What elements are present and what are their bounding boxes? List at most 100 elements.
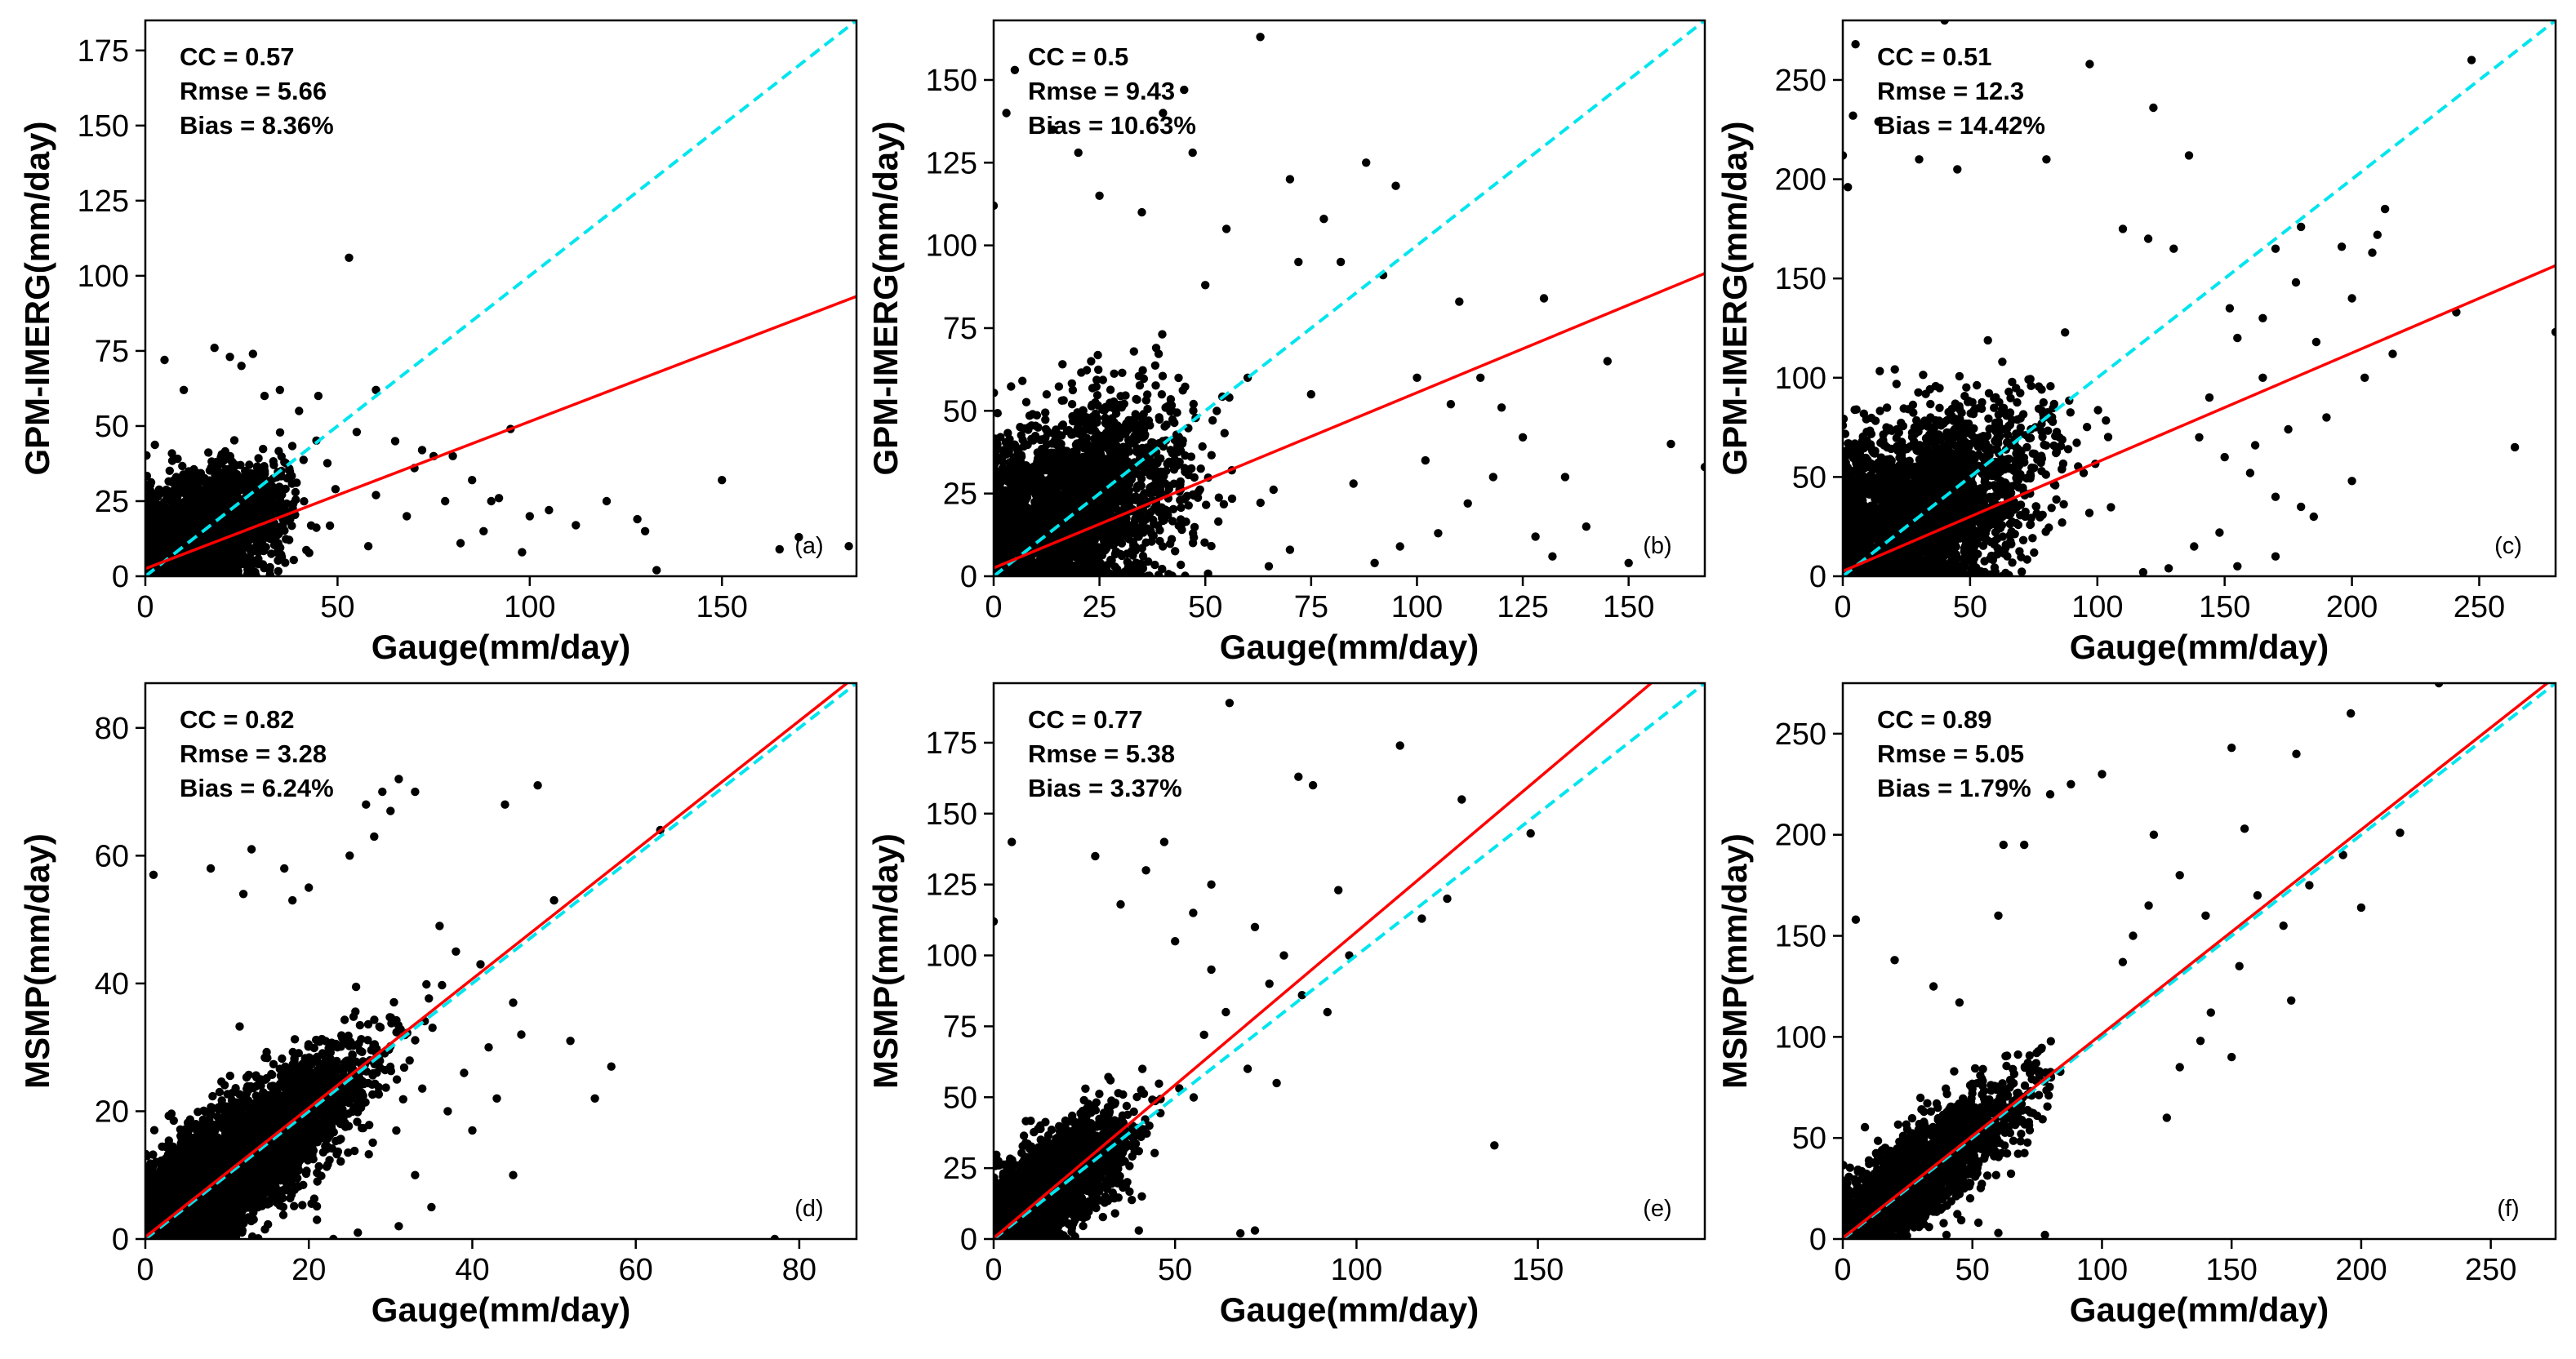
scatter-point bbox=[291, 487, 300, 497]
scatter-point bbox=[1067, 379, 1077, 388]
plot-frame bbox=[144, 19, 858, 578]
scatter-point bbox=[1003, 429, 1012, 437]
scatter-point bbox=[225, 571, 234, 576]
scatter-point bbox=[271, 485, 280, 494]
scatter-point bbox=[173, 571, 183, 576]
scatter-point bbox=[1098, 375, 1108, 384]
x-axis-label: Gauge(mm/day) bbox=[371, 628, 630, 666]
scatter-point bbox=[286, 514, 295, 524]
scatter-point bbox=[247, 556, 256, 565]
scatter-point bbox=[525, 512, 534, 521]
scatter-point bbox=[258, 560, 268, 569]
scatter-point bbox=[479, 526, 488, 535]
scatter-point bbox=[1145, 510, 1154, 519]
scatter-point bbox=[260, 462, 269, 471]
scatter-point bbox=[269, 460, 278, 469]
y-tick-label: 25 bbox=[95, 485, 129, 519]
scatter-point bbox=[238, 557, 247, 566]
scatter-point bbox=[225, 491, 234, 500]
scatter-point bbox=[291, 495, 300, 504]
scatter-point bbox=[205, 571, 214, 576]
scatter-point bbox=[1001, 437, 1011, 447]
scatter-point bbox=[200, 498, 209, 507]
scatter-point bbox=[1175, 457, 1184, 467]
scatter-point bbox=[1007, 382, 1016, 391]
scatter-point bbox=[167, 495, 176, 504]
identity-line bbox=[145, 20, 856, 576]
scatter-point bbox=[1168, 517, 1177, 526]
scatter-point bbox=[1155, 526, 1164, 535]
scatter-point bbox=[162, 523, 171, 533]
scatter-point bbox=[191, 512, 200, 521]
point-cluster bbox=[994, 330, 1279, 576]
scatter-point bbox=[259, 546, 269, 556]
scatter-point bbox=[145, 471, 152, 481]
scatter-point bbox=[1092, 391, 1102, 400]
scatter-point bbox=[210, 493, 219, 502]
scatter-point bbox=[208, 504, 217, 513]
scatter-point bbox=[1021, 397, 1031, 406]
scatter-point bbox=[390, 437, 400, 446]
scatter-point bbox=[236, 460, 245, 469]
scatter-point bbox=[191, 496, 201, 505]
scatter-point bbox=[203, 553, 212, 562]
scatter-point bbox=[274, 446, 283, 455]
scatter-point bbox=[178, 461, 187, 471]
stat-annotation: Bias = 8.36% bbox=[180, 111, 334, 140]
scatter-point bbox=[185, 524, 194, 533]
scatter-point bbox=[234, 535, 243, 544]
scatter-point bbox=[197, 552, 206, 561]
scatter-point bbox=[1138, 552, 1148, 561]
scatter-point bbox=[1041, 408, 1050, 417]
scatter-point bbox=[285, 535, 294, 544]
scatter-point bbox=[1092, 375, 1101, 384]
scatter-point bbox=[214, 562, 223, 571]
scatter-point bbox=[237, 362, 246, 371]
scatter-point bbox=[205, 466, 215, 475]
scatter-point bbox=[371, 491, 380, 500]
scatter-point bbox=[1172, 408, 1181, 417]
scatter-point bbox=[275, 385, 284, 394]
x-tick-label: 0 bbox=[136, 590, 153, 624]
scatter-point bbox=[1028, 410, 1037, 419]
scatter-point bbox=[371, 385, 380, 394]
scatter-point bbox=[145, 536, 153, 545]
scatter-point bbox=[260, 391, 269, 401]
scatter-point bbox=[602, 496, 612, 506]
scatter-point bbox=[1093, 350, 1102, 360]
scatter-point bbox=[331, 485, 340, 494]
scatter-point bbox=[299, 455, 308, 464]
scatter-point bbox=[1140, 468, 1149, 477]
scatter-point bbox=[145, 483, 151, 492]
scatter-point bbox=[1041, 415, 1050, 424]
scatter-point bbox=[403, 512, 412, 521]
scatter-point bbox=[1162, 466, 1171, 476]
x-tick-label: 100 bbox=[504, 590, 555, 624]
scatter-point bbox=[1169, 465, 1179, 474]
scatter-point bbox=[1143, 390, 1152, 399]
stat-annotation: CC = 0.57 bbox=[180, 42, 294, 71]
scatter-point bbox=[148, 494, 157, 503]
scatter-point bbox=[1256, 498, 1266, 508]
scatter-point bbox=[256, 469, 265, 477]
scatter-point bbox=[214, 570, 224, 576]
scatter-point bbox=[154, 522, 163, 531]
scatter-point bbox=[265, 522, 274, 531]
scatter-point bbox=[487, 496, 496, 506]
panel-tag: (a) bbox=[794, 533, 823, 559]
y-tick-label: 175 bbox=[78, 34, 129, 69]
scatter-point bbox=[1178, 518, 1187, 527]
scatter-point bbox=[1219, 500, 1229, 509]
scatter-point bbox=[1159, 442, 1168, 451]
scatter-point bbox=[202, 481, 211, 490]
scatter-point bbox=[305, 548, 314, 557]
panel-a: 0 50 100 1500255075100125150175Gauge(mm/day… bbox=[18, 19, 858, 666]
scatter-point bbox=[251, 526, 260, 536]
scatter-point bbox=[183, 513, 192, 522]
y-tick-label: 150 bbox=[78, 109, 129, 144]
scatter-point bbox=[211, 544, 220, 554]
scatter-point bbox=[1220, 429, 1230, 437]
scatter-point bbox=[1129, 347, 1139, 356]
scatter-point bbox=[1137, 474, 1146, 483]
